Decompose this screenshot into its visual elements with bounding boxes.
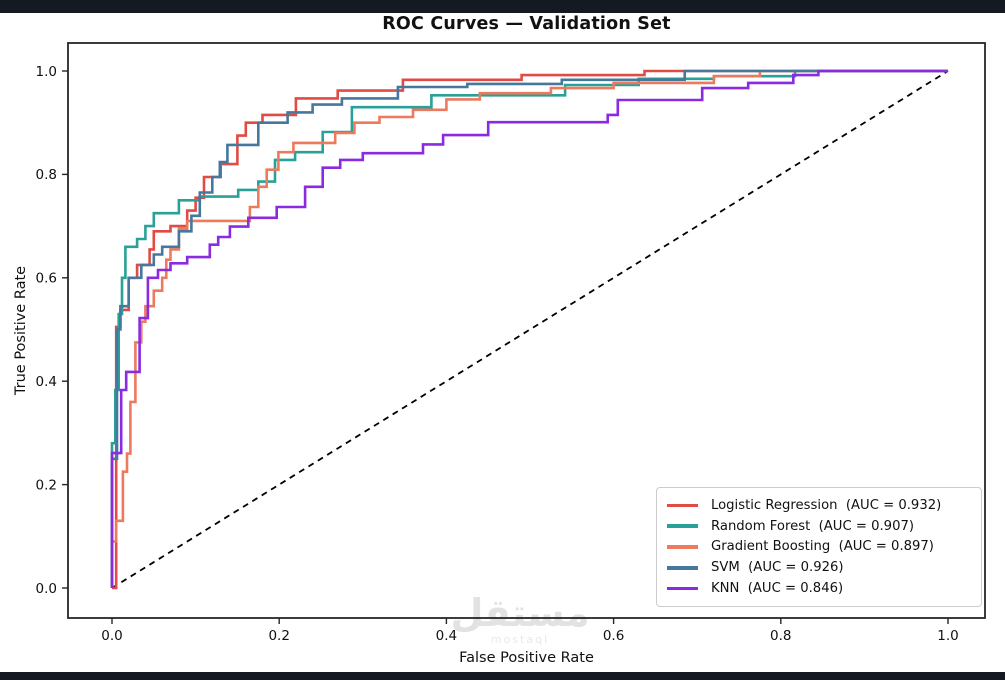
legend-line-swatch xyxy=(667,586,698,591)
y-axis-label: True Positive Rate xyxy=(13,266,29,396)
x-tick-label: 0.0 xyxy=(101,628,122,644)
roc-curve-knn xyxy=(110,69,948,588)
legend-line-swatch xyxy=(667,545,698,549)
roc-curve-random-forest xyxy=(110,69,948,588)
y-tick-label: 0.6 xyxy=(36,271,57,287)
watermark-latin-text: mostaql xyxy=(490,633,550,646)
x-tick-label: 0.4 xyxy=(436,628,457,644)
legend-label: SVM (AUC = 0.926) xyxy=(711,560,844,576)
legend-item-svm: SVM (AUC = 0.926) xyxy=(667,560,971,575)
x-tick-label: 0.6 xyxy=(603,628,624,644)
x-tick-label: 0.8 xyxy=(770,628,791,644)
y-tick-label: 0.0 xyxy=(36,581,57,597)
legend-label: Random Forest (AUC = 0.907) xyxy=(711,518,915,534)
x-axis-label: False Positive Rate xyxy=(459,650,594,666)
roc-curve-svm xyxy=(110,69,948,588)
y-tick-label: 0.8 xyxy=(36,167,57,183)
chance-diagonal-line xyxy=(111,70,949,589)
legend-label: Logistic Regression (AUC = 0.932) xyxy=(711,497,942,513)
legend-item-logistic-regression: Logistic Regression (AUC = 0.932) xyxy=(667,498,971,513)
watermark-arabic-text: مستقل xyxy=(450,591,590,635)
legend-line-swatch xyxy=(667,565,698,570)
bottom-black-bar xyxy=(0,672,1005,680)
x-tick-label: 0.2 xyxy=(268,628,289,644)
chart-title: ROC Curves — Validation Set xyxy=(382,14,671,34)
legend-label: Gradient Boosting (AUC = 0.897) xyxy=(711,539,934,555)
legend-item-knn: KNN (AUC = 0.846) xyxy=(667,581,971,596)
y-tick-label: 0.2 xyxy=(36,477,57,493)
watermark: مستقل mostaql xyxy=(440,594,600,645)
axes-frame xyxy=(67,42,986,619)
top-black-bar xyxy=(0,0,1005,13)
roc-curve-gradient-boosting xyxy=(110,69,948,588)
legend-item-random-forest: Random Forest (AUC = 0.907) xyxy=(667,519,971,534)
legend-label: KNN (AUC = 0.846) xyxy=(711,581,844,597)
y-tick-label: 1.0 xyxy=(36,64,57,80)
legend: Logistic Regression (AUC = 0.932) Random … xyxy=(656,487,982,607)
x-tick-label: 1.0 xyxy=(937,628,958,644)
legend-line-swatch xyxy=(667,524,698,528)
legend-line-swatch xyxy=(667,503,698,508)
legend-item-gradient-boosting: Gradient Boosting (AUC = 0.897) xyxy=(667,539,971,554)
y-tick-label: 0.4 xyxy=(36,374,57,390)
